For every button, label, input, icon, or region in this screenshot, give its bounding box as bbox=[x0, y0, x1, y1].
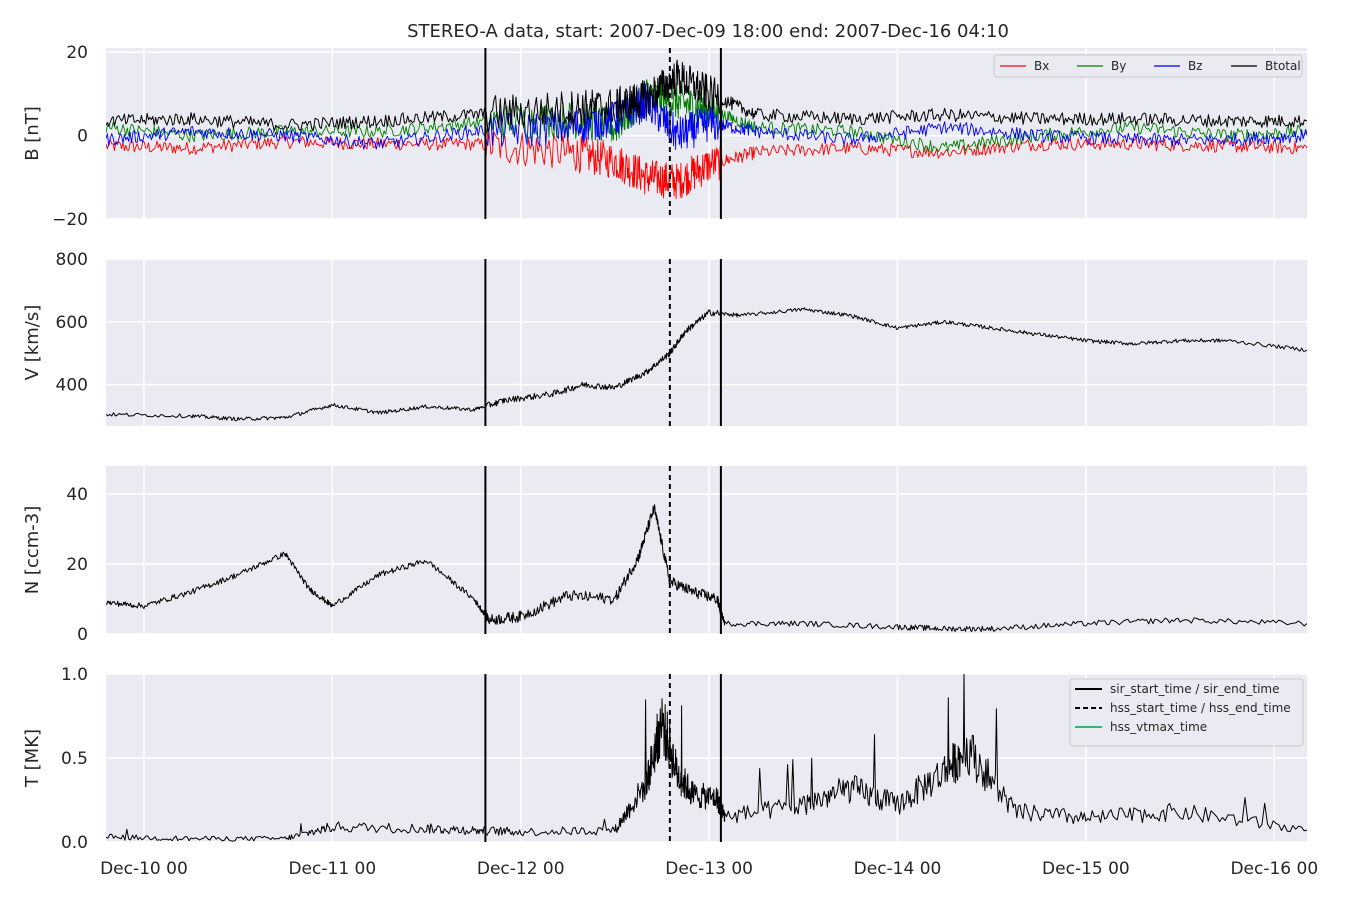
y-axis-label: V [km/s] bbox=[22, 305, 43, 380]
series-group bbox=[106, 674, 1307, 842]
y-axis-label: T [MK] bbox=[22, 729, 43, 788]
series-line-by bbox=[106, 79, 1307, 153]
series-line-btotal bbox=[106, 59, 1307, 132]
legend-label: hss_vtmax_time bbox=[1110, 720, 1207, 734]
series-group bbox=[106, 504, 1307, 632]
legend-label: Bz bbox=[1188, 59, 1203, 73]
y-tick-label: 0.5 bbox=[61, 749, 88, 769]
series-line-v bbox=[106, 307, 1307, 422]
legend-label: Btotal bbox=[1265, 59, 1301, 73]
x-tick-label: Dec-11 00 bbox=[288, 859, 376, 879]
series-line-t bbox=[106, 674, 1307, 842]
y-tick-label: 0 bbox=[77, 127, 88, 147]
panel-background bbox=[106, 259, 1307, 426]
y-tick-label: 0.0 bbox=[61, 833, 88, 853]
panel-4: 0.0 0.5 1.0 T [MK] sir_start_time / sir_end_… bbox=[22, 665, 1307, 853]
panel-background bbox=[106, 466, 1307, 634]
y-tick-label: 20 bbox=[66, 555, 88, 575]
y-tick-label: 1.0 bbox=[61, 665, 88, 685]
y-tick-label: −20 bbox=[52, 210, 88, 230]
y-tick-label: 400 bbox=[56, 376, 88, 396]
panel-3: 0 20 40 N [ccm-3] bbox=[22, 466, 1307, 645]
legend-label: sir_start_time / sir_end_time bbox=[1110, 682, 1280, 696]
series-line-n bbox=[106, 504, 1307, 632]
x-tick-label: Dec-13 00 bbox=[665, 859, 753, 879]
legend-label: By bbox=[1111, 59, 1126, 73]
x-tick-label: Dec-16 00 bbox=[1230, 859, 1318, 879]
b-legend: Bx By Bz Btotal bbox=[993, 54, 1303, 78]
y-axis-label: B [nT] bbox=[22, 106, 43, 161]
x-tick-label: Dec-15 00 bbox=[1042, 859, 1130, 879]
series-line-bz bbox=[106, 83, 1307, 150]
y-axis-label: N [ccm-3] bbox=[22, 506, 43, 595]
y-tick-label: 20 bbox=[66, 43, 88, 63]
y-tick-label: 600 bbox=[56, 313, 88, 333]
series-group bbox=[106, 307, 1307, 422]
event-legend: sir_start_time / sir_end_time hss_start_t… bbox=[1069, 678, 1304, 747]
x-tick-label: Dec-10 00 bbox=[100, 859, 188, 879]
x-tick-label: Dec-14 00 bbox=[854, 859, 942, 879]
chart-title: STEREO-A data, start: 2007-Dec-09 18:00 … bbox=[407, 21, 1009, 42]
legend-box bbox=[1069, 678, 1304, 747]
legend-box bbox=[993, 54, 1303, 78]
y-tick-label: 800 bbox=[56, 250, 88, 270]
x-tick-label: Dec-12 00 bbox=[477, 859, 565, 879]
legend-label: hss_start_time / hss_end_time bbox=[1110, 701, 1291, 715]
panel-2: 400 600 800 V [km/s] bbox=[22, 250, 1307, 426]
series-group bbox=[106, 59, 1307, 200]
panel-1: −20 0 20 B [nT] Bx By Bz Btotal bbox=[22, 43, 1307, 230]
y-tick-label: 0 bbox=[77, 625, 88, 645]
y-tick-label: 40 bbox=[66, 485, 88, 505]
legend-label: Bx bbox=[1034, 59, 1049, 73]
